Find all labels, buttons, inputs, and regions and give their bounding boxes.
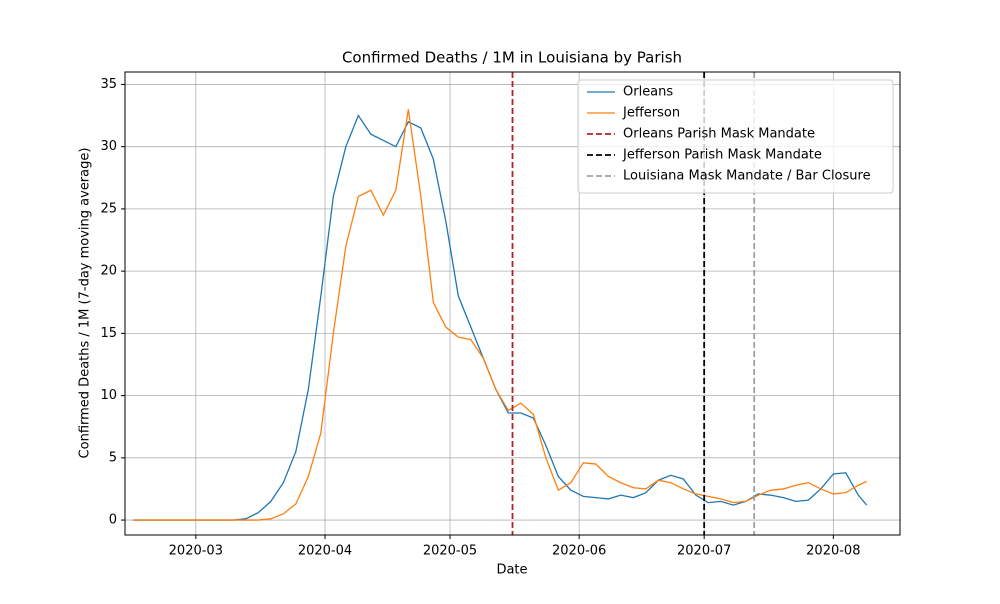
y-axis-label: Confirmed Deaths / 1M (7-day moving aver…	[78, 148, 93, 459]
legend-label: Jefferson Parish Mask Mandate	[622, 148, 822, 163]
y-tick-label: 0	[109, 513, 117, 528]
legend-label: Jefferson	[622, 106, 680, 121]
x-tick-label: 2020-08	[806, 544, 860, 559]
y-tick-label: 15	[100, 326, 117, 341]
y-tick-label: 20	[100, 264, 117, 279]
x-tick-label: 2020-05	[423, 544, 477, 559]
plot-frame	[124, 71, 901, 536]
line-series	[133, 109, 867, 521]
y-tick-label: 35	[100, 77, 117, 92]
y-tick-label: 30	[100, 139, 117, 154]
x-tick-label: 2020-06	[552, 544, 606, 559]
legend-box	[577, 79, 894, 194]
y-tick-label: 5	[109, 450, 117, 465]
x-axis-label: Date	[496, 563, 527, 578]
y-tick-label: 10	[100, 388, 117, 403]
legend-label: Orleans Parish Mask Mandate	[623, 127, 815, 142]
legend-label: Louisiana Mask Mandate / Bar Closure	[623, 169, 871, 184]
legend-label: Orleans	[623, 85, 673, 100]
y-tick-label: 25	[100, 201, 117, 216]
legend: Orleans Jefferson Orleans Parish Mask Mand…	[577, 79, 894, 194]
chart-title: Confirmed Deaths / 1M in Louisiana by Pa…	[342, 49, 682, 67]
x-tick-label: 2020-03	[169, 544, 223, 559]
x-tick-label: 2020-07	[677, 544, 731, 559]
x-tick-label: 2020-04	[298, 544, 352, 559]
